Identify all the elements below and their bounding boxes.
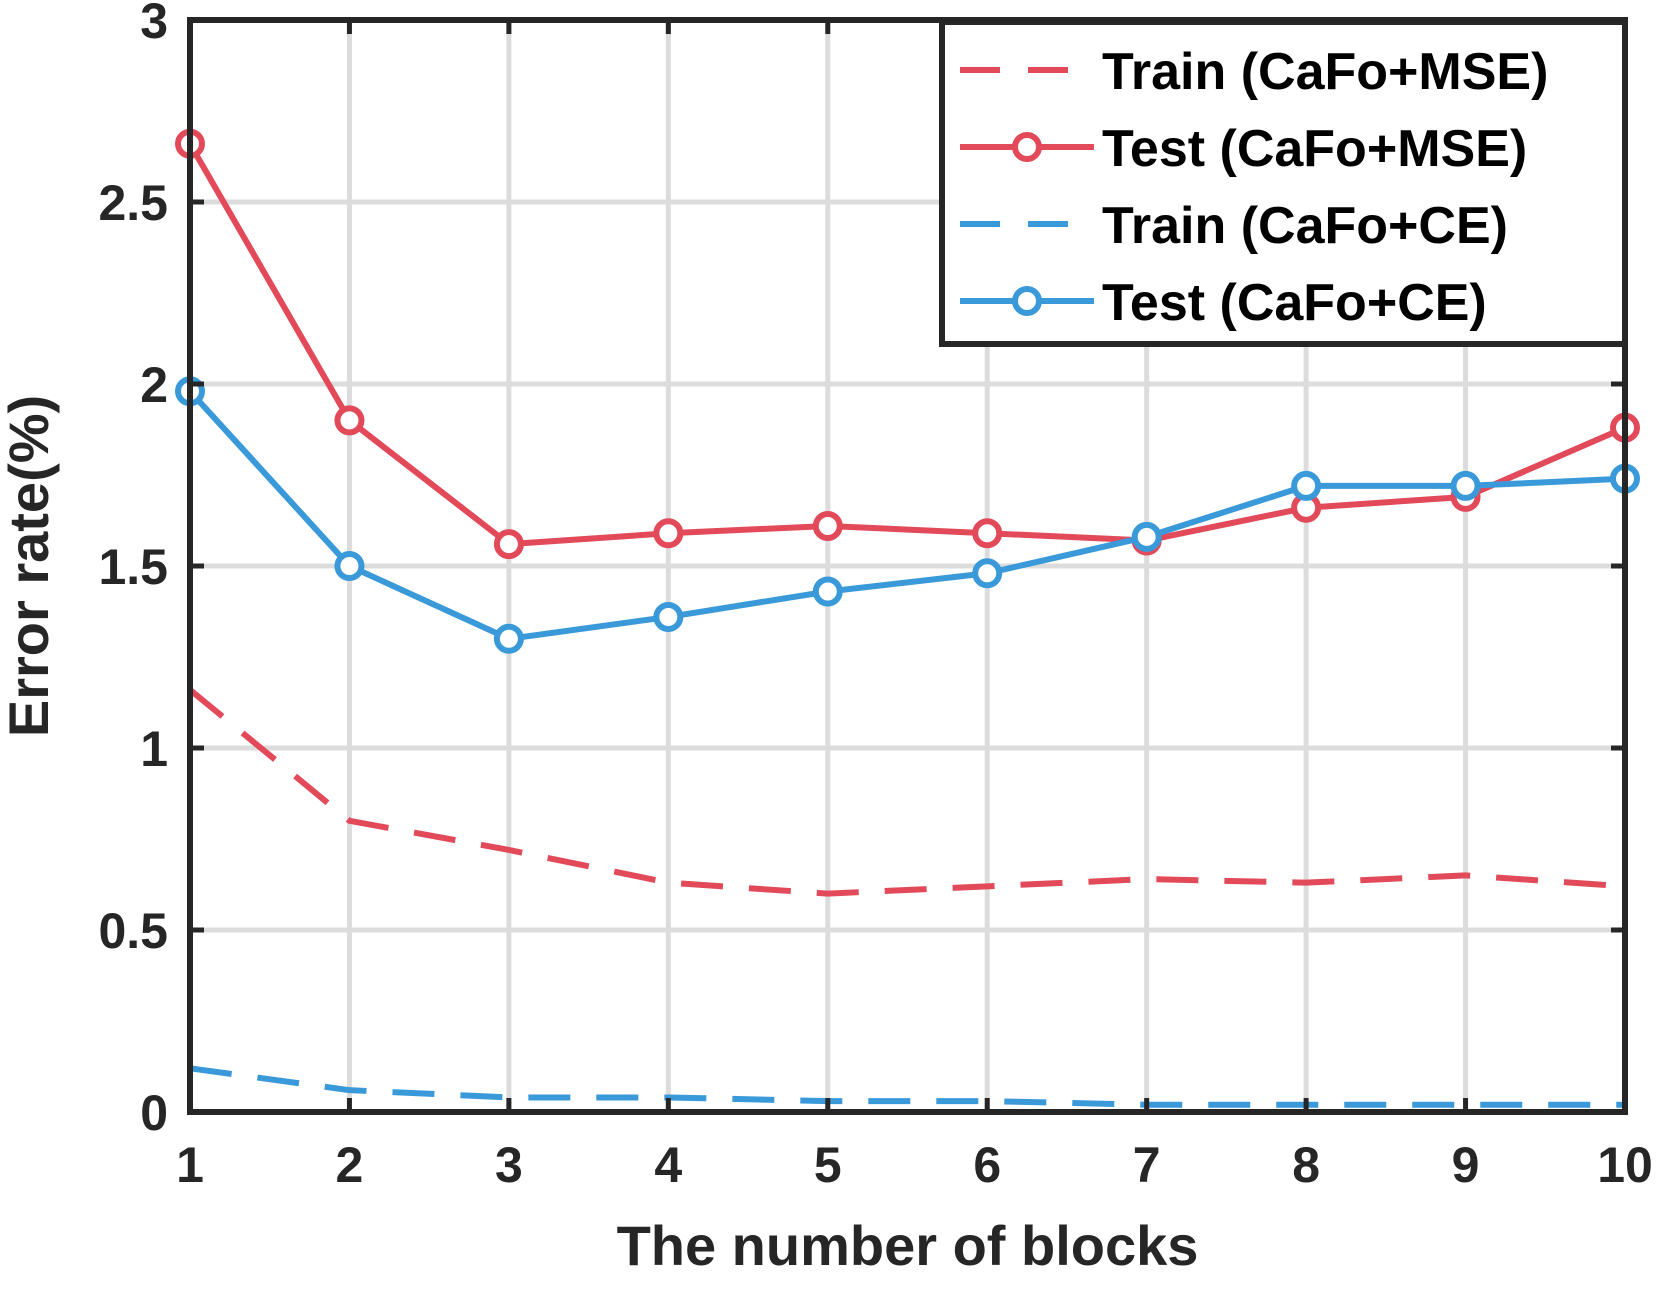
series-line [189, 1065, 1625, 1108]
data-point [1291, 470, 1322, 501]
data-point [1450, 470, 1481, 501]
x-tick-label: 5 [814, 1137, 842, 1193]
data-point [653, 601, 684, 632]
x-tick-label: 2 [336, 1137, 364, 1193]
legend-label: Train (CaFo+CE) [1102, 197, 1508, 255]
y-tick-label: 2 [140, 357, 168, 413]
data-point [1131, 521, 1162, 552]
data-point [972, 558, 1003, 589]
tick-labels: 1 2 3 4 5 6 7 8 9 10 0 0.5 1 1.5 2 2.5 3 [98, 0, 1652, 1193]
tick-marks [187, 17, 1628, 1115]
legend-item: Test (CaFo+CE) [960, 274, 1487, 332]
legend: Train (CaFo+MSE) Test (CaFo+MSE) Train (Ca… [939, 19, 1628, 347]
legend-marker [1012, 286, 1042, 316]
y-tick-label: 3 [140, 0, 168, 49]
legend-item: Test (CaFo+MSE) [960, 120, 1527, 178]
series-line [187, 142, 1627, 548]
legend-label: Test (CaFo+MSE) [1102, 120, 1527, 178]
data-point [653, 518, 684, 549]
x-tick-label: 6 [973, 1137, 1001, 1193]
legend-box [939, 19, 1628, 347]
y-tick-label: 0 [140, 1085, 168, 1141]
series-line [188, 687, 1626, 897]
x-tick-label: 4 [654, 1137, 682, 1193]
data-point [334, 405, 365, 436]
x-tick-label: 7 [1133, 1137, 1161, 1193]
legend-label: Test (CaFo+CE) [1102, 274, 1487, 332]
legend-label: Train (CaFo+MSE) [1102, 43, 1548, 101]
x-tick-label: 3 [495, 1137, 523, 1193]
data-point [812, 510, 843, 541]
x-tick-label: 1 [176, 1137, 204, 1193]
legend-item: Train (CaFo+MSE) [960, 43, 1548, 101]
data-point [812, 576, 843, 607]
y-tick-label: 1.5 [98, 539, 168, 595]
series-line [187, 389, 1626, 642]
legend-item: Train (CaFo+CE) [960, 197, 1508, 255]
data-point [972, 518, 1003, 549]
series-layer [175, 128, 1640, 1108]
y-tick-label: 0.5 [98, 903, 168, 959]
y-tick-label: 2.5 [98, 175, 168, 231]
series-4 [175, 376, 1640, 654]
series-1 [188, 687, 1626, 897]
x-tick-label: 9 [1452, 1137, 1480, 1193]
data-point [493, 623, 524, 654]
x-axis-label: The number of blocks [617, 1214, 1199, 1277]
y-tick-label: 1 [140, 721, 168, 777]
series-3 [189, 1065, 1625, 1108]
y-axis-label: Error rate(%) [0, 395, 60, 737]
legend-marker [1012, 132, 1042, 162]
data-point [493, 529, 524, 560]
x-tick-label: 10 [1597, 1137, 1653, 1193]
x-tick-label: 8 [1292, 1137, 1320, 1193]
data-point [334, 551, 365, 581]
